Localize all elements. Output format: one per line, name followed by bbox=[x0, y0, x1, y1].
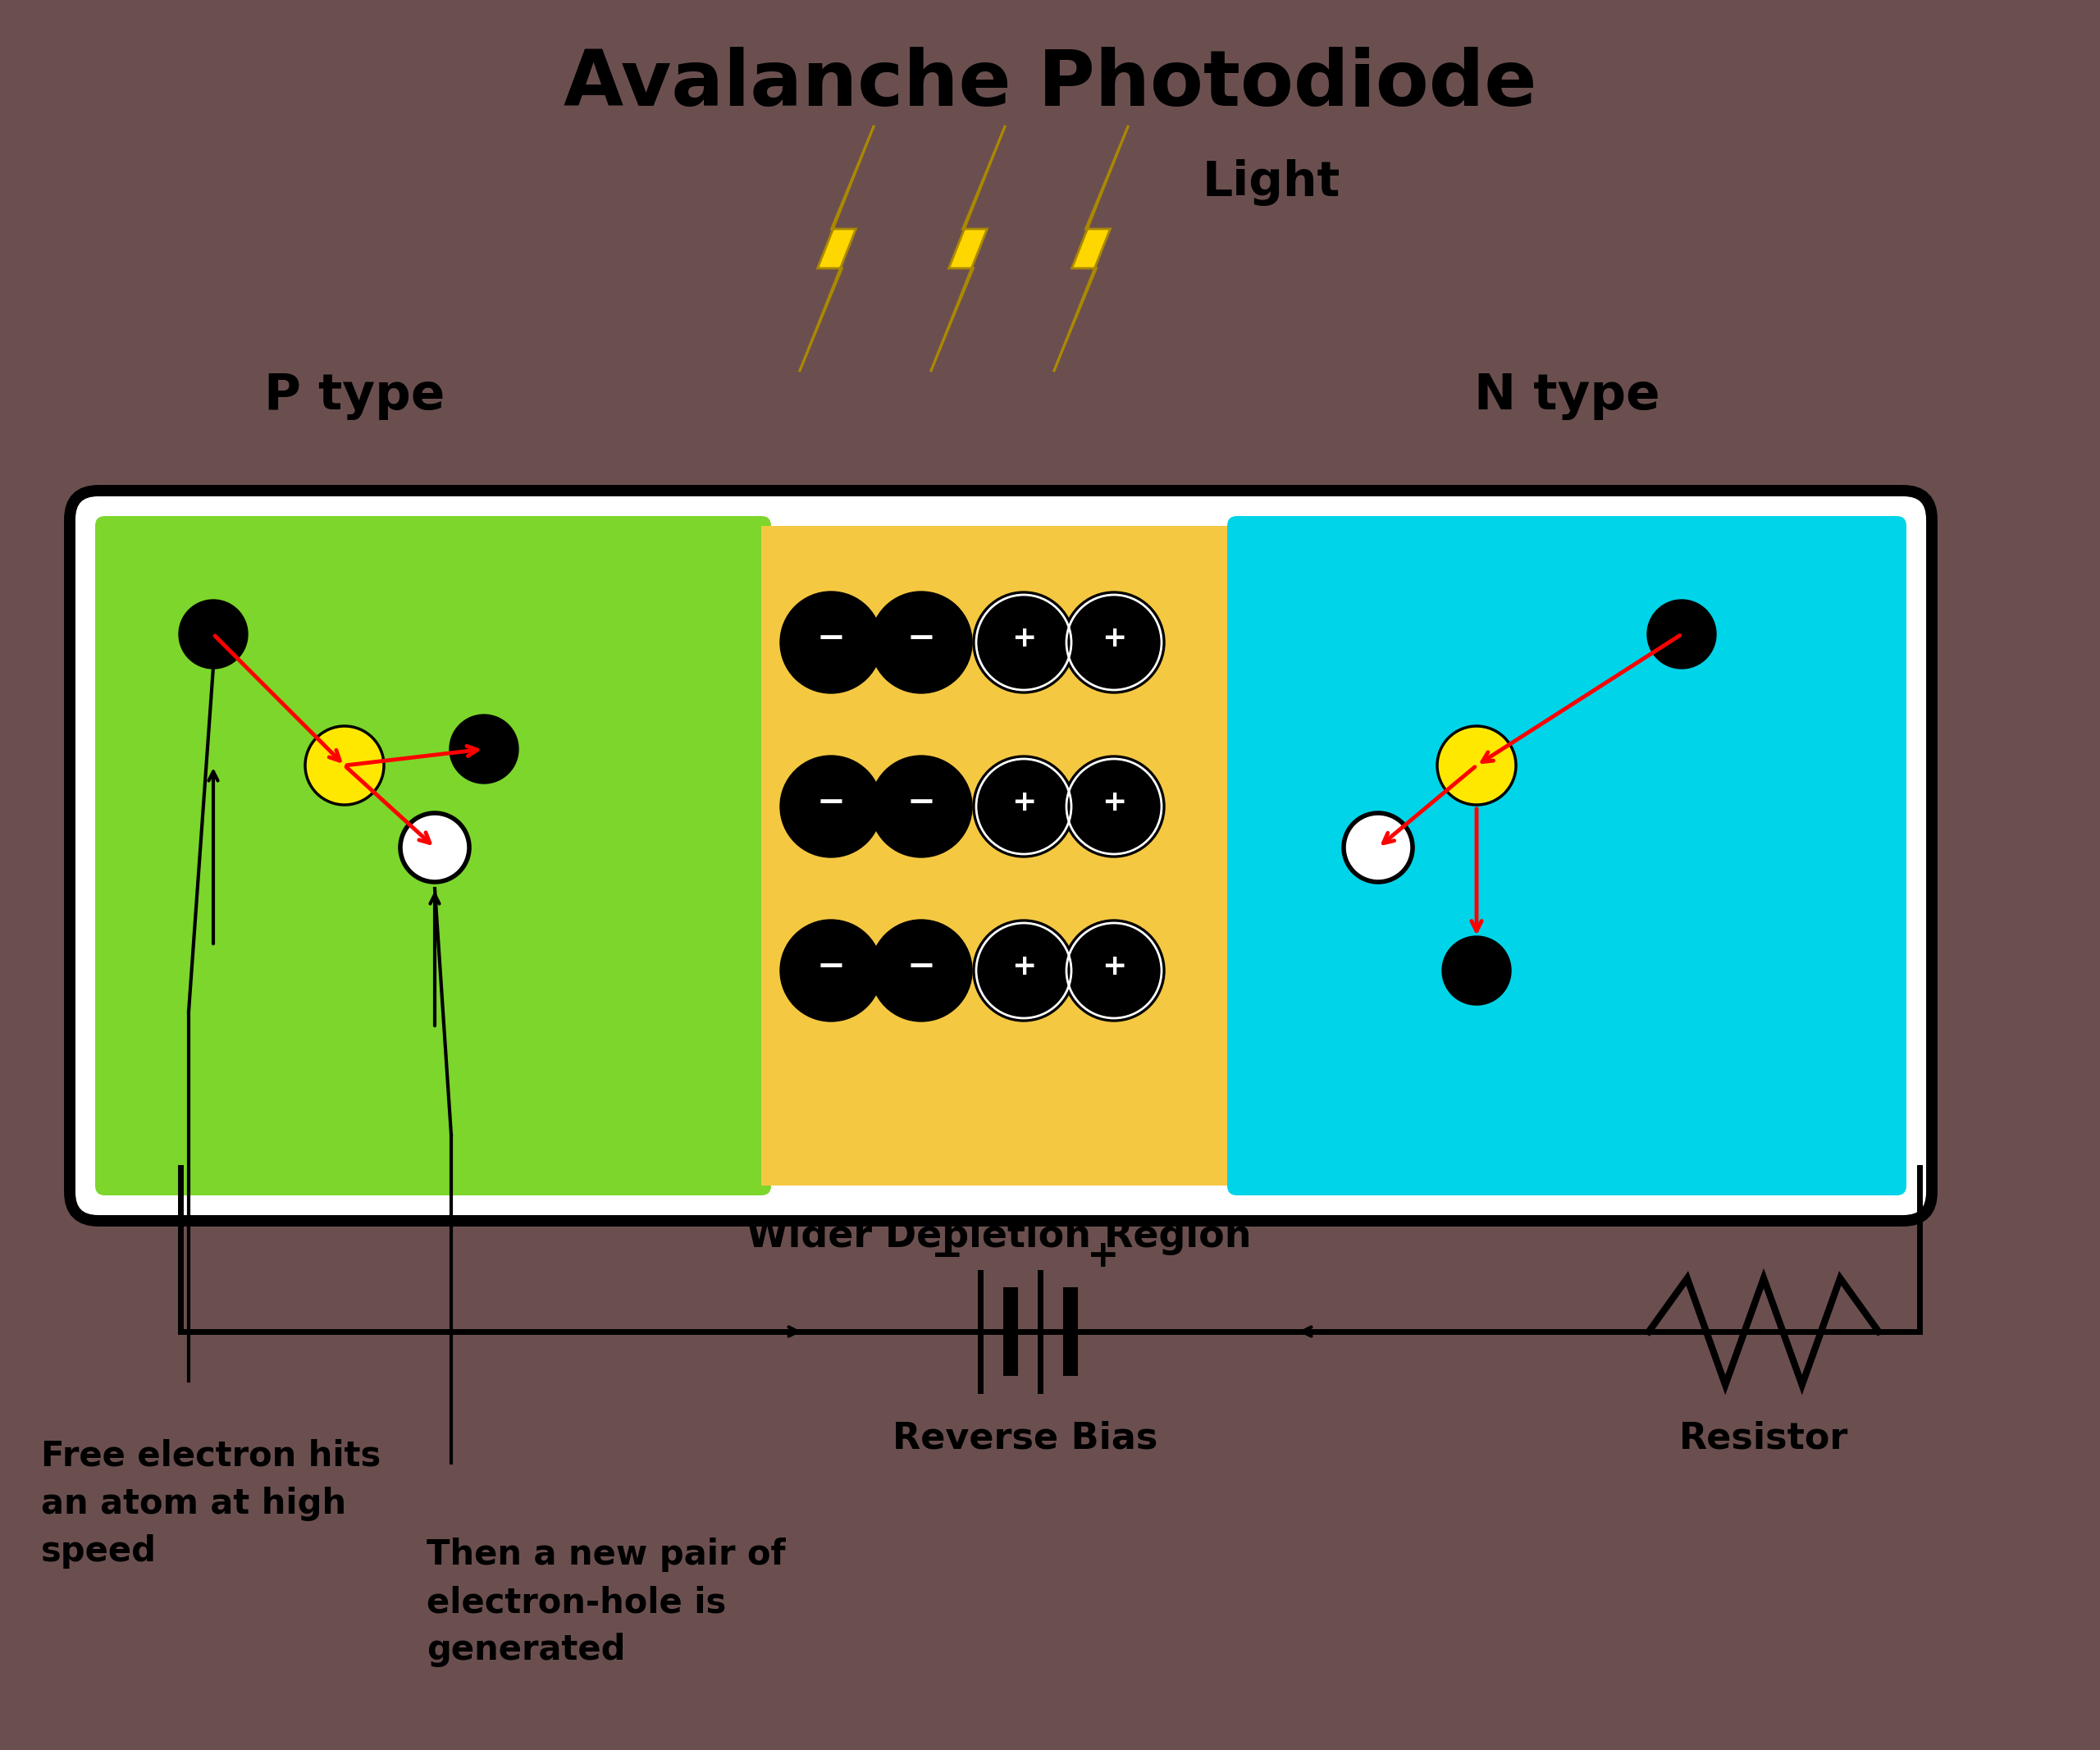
Text: Resistor: Resistor bbox=[1680, 1421, 1848, 1456]
Text: −: − bbox=[907, 786, 934, 819]
Text: +: + bbox=[1012, 952, 1035, 980]
Text: Then a new pair of
electron-hole is
generated: Then a new pair of electron-hole is gene… bbox=[426, 1536, 785, 1668]
Circle shape bbox=[972, 756, 1075, 858]
Text: +: + bbox=[1012, 789, 1035, 816]
Text: −: − bbox=[907, 948, 934, 984]
FancyBboxPatch shape bbox=[1226, 516, 1907, 1195]
Text: Wider Depletion Region: Wider Depletion Region bbox=[748, 1218, 1252, 1256]
Circle shape bbox=[179, 600, 248, 668]
Text: +: + bbox=[1102, 952, 1126, 980]
Circle shape bbox=[449, 714, 519, 784]
Bar bbox=[760, 527, 1237, 1185]
Text: −: − bbox=[907, 621, 934, 656]
Circle shape bbox=[869, 756, 972, 858]
Circle shape bbox=[972, 920, 1075, 1022]
Text: −: − bbox=[817, 786, 846, 819]
Circle shape bbox=[779, 592, 882, 693]
Circle shape bbox=[1063, 920, 1166, 1022]
Text: +: + bbox=[1102, 789, 1126, 816]
Text: +: + bbox=[1012, 625, 1035, 653]
Circle shape bbox=[401, 814, 468, 882]
Text: Avalanche Photodiode: Avalanche Photodiode bbox=[563, 47, 1537, 123]
Text: +: + bbox=[1088, 1237, 1119, 1274]
Text: −: − bbox=[930, 1237, 964, 1274]
Circle shape bbox=[972, 592, 1075, 693]
Circle shape bbox=[1646, 600, 1716, 668]
Text: −: − bbox=[817, 621, 846, 656]
Polygon shape bbox=[1054, 126, 1128, 371]
Polygon shape bbox=[800, 126, 874, 371]
Circle shape bbox=[1344, 814, 1413, 882]
Text: Free electron hits
an atom at high
speed: Free electron hits an atom at high speed bbox=[42, 1438, 380, 1570]
FancyBboxPatch shape bbox=[69, 490, 1932, 1221]
Text: Light: Light bbox=[1203, 159, 1340, 206]
Circle shape bbox=[1063, 756, 1166, 858]
Circle shape bbox=[1443, 936, 1512, 1004]
Text: N type: N type bbox=[1474, 373, 1659, 420]
Circle shape bbox=[779, 756, 882, 858]
Text: +: + bbox=[1102, 625, 1126, 653]
FancyBboxPatch shape bbox=[94, 516, 771, 1195]
Text: −: − bbox=[817, 948, 846, 984]
Circle shape bbox=[304, 726, 384, 805]
Text: Reverse Bias: Reverse Bias bbox=[892, 1421, 1157, 1456]
Text: P type: P type bbox=[265, 373, 445, 420]
Polygon shape bbox=[930, 126, 1006, 371]
Circle shape bbox=[1063, 592, 1166, 693]
Circle shape bbox=[1436, 726, 1516, 805]
Circle shape bbox=[869, 592, 972, 693]
Circle shape bbox=[869, 920, 972, 1022]
Circle shape bbox=[779, 920, 882, 1022]
